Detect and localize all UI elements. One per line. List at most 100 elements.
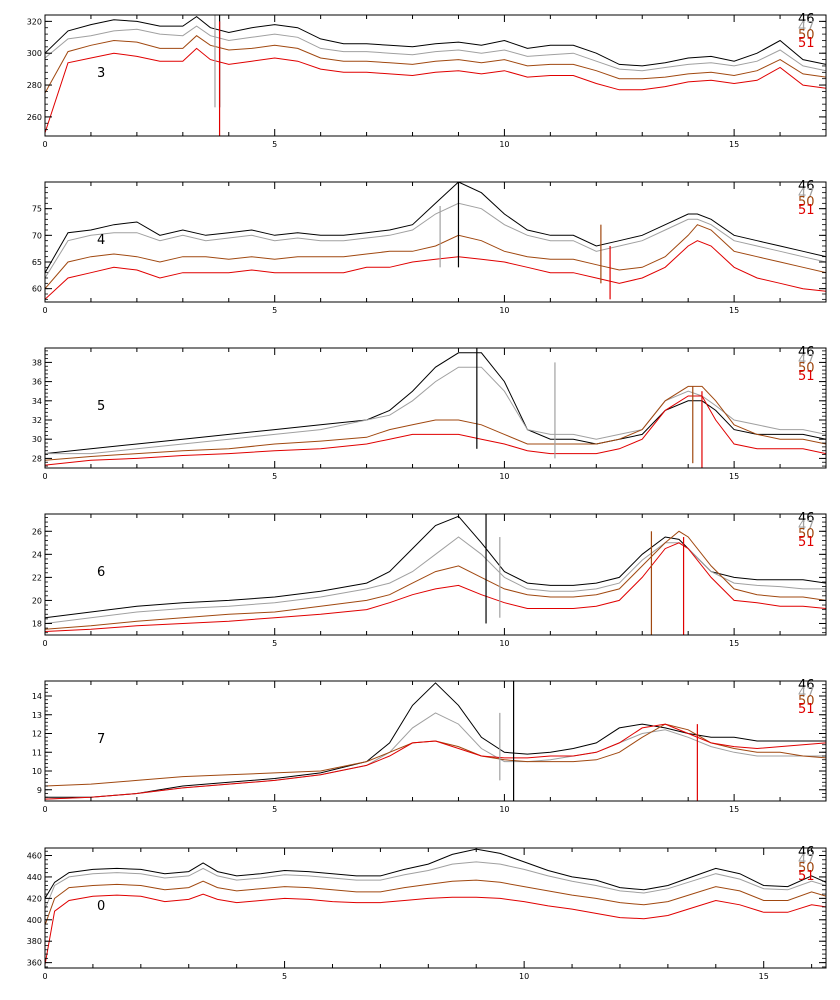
y-tick-label: 75 [32, 205, 42, 214]
x-tick-label: 5 [282, 972, 287, 981]
x-tick-label: 5 [272, 140, 277, 149]
y-tick-label: 440 [27, 873, 42, 882]
legend-entry-47: 47 [798, 187, 815, 202]
y-tick-label: 400 [27, 916, 42, 925]
x-tick-label: 15 [729, 472, 739, 481]
legend-entry-47: 47 [798, 20, 815, 35]
series-line-47 [45, 366, 826, 455]
x-tick-label: 5 [272, 639, 277, 648]
y-tick-label: 320 [27, 17, 42, 26]
x-tick-label: 5 [272, 472, 277, 481]
y-tick-label: 34 [32, 397, 42, 406]
legend-entry-46: 46 [798, 12, 815, 27]
x-tick-label: 0 [42, 972, 47, 981]
series-line-51 [45, 240, 826, 300]
panel-label: 7 [97, 732, 105, 747]
x-tick-label: 15 [729, 140, 739, 149]
series-line-47 [45, 536, 826, 624]
y-tick-label: 60 [32, 285, 42, 294]
panel-label: 3 [97, 66, 105, 81]
y-tick-label: 360 [27, 959, 42, 968]
x-tick-label: 0 [42, 306, 47, 315]
legend-entry-46: 46 [798, 511, 815, 526]
series-line-51 [45, 47, 826, 133]
series-line-51 [45, 723, 826, 800]
series-line-51 [45, 893, 826, 965]
y-tick-label: 380 [27, 937, 42, 946]
y-tick-label: 65 [32, 258, 42, 267]
series-line-50 [45, 385, 826, 461]
legend-entry-51: 51 [798, 535, 815, 550]
legend-entry-46: 46 [798, 179, 815, 194]
series-line-47 [45, 202, 826, 279]
legend-entry-50: 50 [798, 28, 815, 43]
plot-frame [44, 181, 827, 303]
series-line-50 [45, 530, 826, 630]
x-tick-label: 15 [759, 972, 769, 981]
y-tick-label: 24 [32, 550, 42, 559]
legend-entry-46: 46 [798, 845, 815, 860]
series-line-50 [45, 723, 826, 787]
y-tick-label: 20 [32, 596, 42, 605]
panel-label: 4 [97, 233, 105, 248]
y-tick-label: 10 [32, 767, 42, 776]
legend-entry-50: 50 [798, 527, 815, 542]
y-tick-label: 36 [32, 378, 42, 387]
y-tick-label: 9 [37, 786, 42, 795]
plot-frame [44, 847, 827, 969]
panel-label: 0 [97, 899, 105, 914]
x-tick-label: 0 [42, 639, 47, 648]
series-line-46 [45, 182, 826, 273]
legend-entry-51: 51 [798, 203, 815, 218]
series-line-47 [45, 712, 826, 800]
legend-entry-47: 47 [798, 853, 815, 868]
legend-entry-51: 51 [798, 702, 815, 717]
legend-entry-50: 50 [798, 195, 815, 210]
y-tick-label: 11 [32, 748, 42, 757]
series-line-46 [45, 352, 826, 455]
x-tick-label: 0 [42, 140, 47, 149]
plot-frame [44, 14, 827, 137]
series-line-46 [45, 848, 826, 899]
x-tick-label: 10 [499, 306, 509, 315]
y-tick-label: 420 [27, 894, 42, 903]
legend-entry-51: 51 [798, 869, 815, 884]
y-tick-label: 26 [32, 527, 42, 536]
y-tick-label: 18 [32, 619, 42, 628]
y-tick-label: 32 [32, 416, 42, 425]
series-line-50 [45, 35, 826, 94]
y-tick-label: 13 [32, 711, 42, 720]
legend-entry-47: 47 [798, 519, 815, 534]
series-line-50 [45, 224, 826, 290]
x-tick-label: 10 [499, 472, 509, 481]
y-tick-label: 14 [32, 692, 42, 701]
x-tick-label: 10 [519, 972, 529, 981]
legend-entry-46: 46 [798, 345, 815, 360]
x-tick-label: 15 [729, 805, 739, 814]
legend-entry-50: 50 [798, 361, 815, 376]
y-tick-label: 22 [32, 573, 42, 582]
y-tick-label: 38 [32, 358, 42, 367]
series-line-51 [45, 542, 826, 632]
legend-entry-51: 51 [798, 369, 815, 384]
y-tick-label: 260 [27, 113, 42, 122]
series-line-47 [45, 25, 826, 72]
panel-label: 6 [97, 565, 105, 580]
y-tick-label: 30 [32, 435, 42, 444]
legend-entry-47: 47 [798, 686, 815, 701]
x-tick-label: 10 [499, 805, 509, 814]
panel-label: 5 [97, 399, 105, 414]
x-tick-label: 5 [272, 306, 277, 315]
legend-entry-47: 47 [798, 353, 815, 368]
x-tick-label: 0 [42, 805, 47, 814]
series-line-50 [45, 879, 826, 926]
series-line-46 [45, 682, 826, 798]
plot-frame [44, 347, 827, 469]
legend-entry-50: 50 [798, 694, 815, 709]
x-tick-label: 10 [499, 140, 509, 149]
legend-entry-51: 51 [798, 36, 815, 51]
